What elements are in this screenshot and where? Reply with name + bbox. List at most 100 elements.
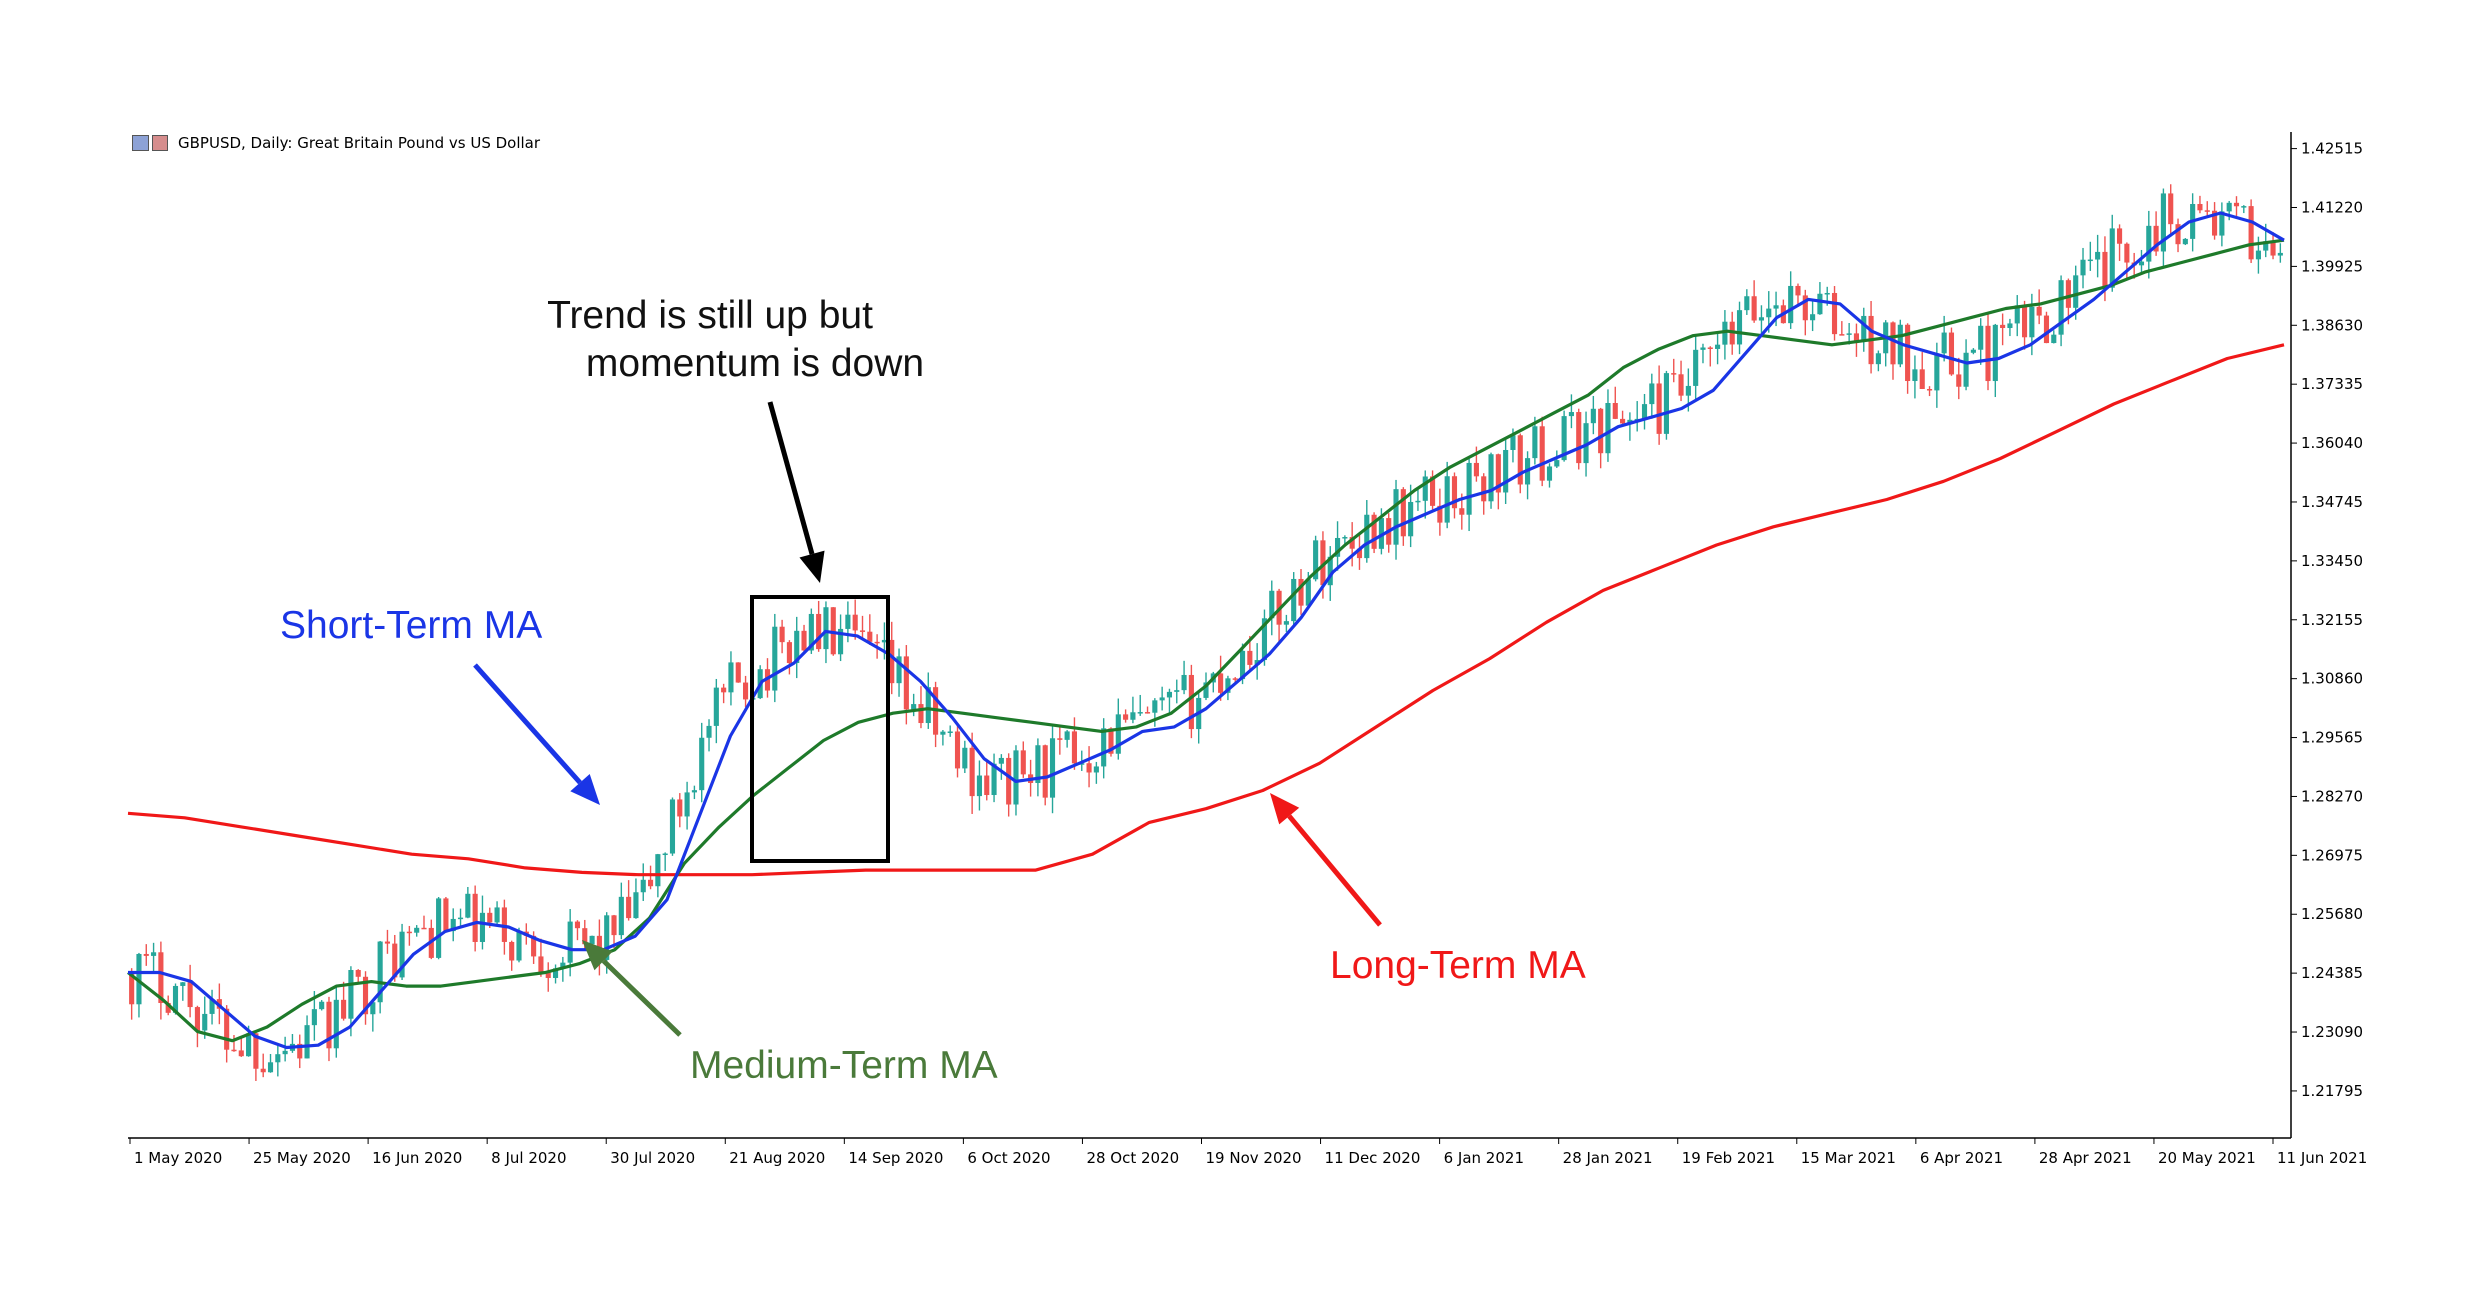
candle-body — [1305, 579, 1311, 606]
candle-body — [1422, 476, 1428, 501]
candle-body — [1641, 404, 1648, 419]
candle-body — [1846, 333, 1852, 335]
candle-body — [2051, 334, 2057, 344]
candle-body — [1130, 712, 1136, 720]
candle-body — [889, 639, 895, 684]
candle-body — [699, 737, 705, 791]
candle-body — [721, 687, 727, 693]
candle-body — [1817, 293, 1823, 315]
candle-body — [1992, 324, 1998, 382]
candle-body — [297, 1043, 303, 1059]
x-tick-label: 30 Jul 2020 — [610, 1149, 695, 1167]
annotations-layer: Trend is still up but momentum is down Sho… — [280, 294, 1586, 1087]
candle-body — [1371, 514, 1377, 549]
candle-body — [1795, 285, 1801, 296]
candle-body — [1451, 476, 1458, 509]
candle-body — [779, 626, 785, 643]
candle-body — [1736, 310, 1743, 345]
candle-body — [626, 896, 632, 919]
candle-body — [1861, 315, 1867, 341]
candle-body — [1963, 352, 1969, 387]
candle-body — [589, 935, 595, 945]
candle-body — [202, 1013, 208, 1031]
candle-body — [333, 999, 339, 1049]
trend-note-line2: momentum is down — [586, 342, 924, 385]
candle-body — [1159, 697, 1165, 701]
y-tick-label: 1.26975 — [2301, 846, 2363, 864]
candle-body — [2014, 305, 2020, 324]
candle-body — [772, 626, 778, 691]
candle-body — [326, 1001, 332, 1049]
trend-note-line1: Trend is still up but — [547, 294, 873, 337]
candle-body — [918, 704, 924, 724]
candle-body — [1342, 537, 1348, 539]
candle-body — [1839, 334, 1845, 336]
moving-averages-layer — [127, 211, 2285, 1050]
candle-body — [370, 1002, 376, 1015]
candle-body — [1561, 416, 1567, 461]
candle-body — [1481, 476, 1487, 502]
y-tick-label: 1.25680 — [2301, 905, 2363, 923]
candle-body — [1919, 369, 1925, 389]
candle-body — [1298, 578, 1304, 606]
long-term-ma-line — [127, 343, 2285, 877]
candle-body — [1510, 435, 1516, 450]
candle-body — [1225, 678, 1231, 693]
candle-body — [867, 631, 873, 642]
candle-body — [552, 968, 559, 978]
candle-body — [384, 941, 391, 944]
y-tick-label: 1.38630 — [2301, 316, 2363, 334]
candle-body — [991, 763, 997, 796]
candle-body — [1247, 650, 1253, 665]
candle-body — [180, 982, 186, 986]
x-tick-label: 6 Jan 2021 — [1444, 1149, 1524, 1167]
short-ma-label: Short-Term MA — [280, 604, 542, 647]
candle-body — [1349, 537, 1355, 549]
candle-body — [2000, 324, 2006, 329]
long-ma-arrow — [1270, 793, 1382, 927]
candle-body — [2168, 193, 2174, 225]
candle-body — [1466, 462, 1472, 515]
candle-body — [1393, 489, 1399, 545]
y-tick-label: 1.21795 — [2301, 1082, 2363, 1100]
candle-body — [1320, 540, 1326, 586]
candle-body — [2212, 210, 2218, 236]
candle-body — [304, 1025, 310, 1059]
x-tick-label: 28 Jan 2021 — [1563, 1149, 1653, 1167]
candle-body — [1853, 333, 1860, 341]
candle-body — [151, 952, 157, 956]
candle-body — [1108, 728, 1114, 754]
candle-body — [1532, 426, 1538, 459]
candle-body — [1503, 449, 1509, 493]
candle-body — [1430, 476, 1436, 506]
candle-body — [348, 970, 354, 1019]
candle-body — [896, 656, 902, 684]
candle-body — [1758, 317, 1765, 321]
candle-body — [2233, 202, 2240, 207]
candle-body — [2058, 280, 2064, 335]
candle-body — [2153, 225, 2159, 252]
candle-body — [2073, 275, 2079, 308]
candle-body — [1824, 292, 1830, 295]
candle-body — [2219, 211, 2225, 236]
candle-body — [1188, 674, 1194, 730]
chart-header: GBPUSD, Daily: Great Britain Pound vs US… — [132, 134, 540, 152]
candle-body — [1590, 408, 1596, 424]
candle-body — [1261, 618, 1268, 661]
candle-body — [903, 656, 909, 710]
candle-body — [457, 917, 464, 920]
candle-body — [129, 972, 135, 1005]
candle-body — [713, 687, 719, 726]
candle-body — [2175, 224, 2181, 245]
candle-body — [341, 999, 347, 1019]
candle-body — [567, 921, 573, 963]
candle-body — [2146, 225, 2152, 262]
x-tick-label: 20 May 2021 — [2158, 1149, 2256, 1167]
candle-body — [1152, 700, 1158, 713]
candle-body — [1620, 418, 1626, 424]
trend-note-arrow — [767, 401, 825, 583]
candle-body — [1415, 500, 1421, 503]
arrow-shaft — [473, 663, 582, 785]
x-tick-label: 14 Sep 2020 — [848, 1149, 943, 1167]
candle-body — [859, 630, 866, 632]
